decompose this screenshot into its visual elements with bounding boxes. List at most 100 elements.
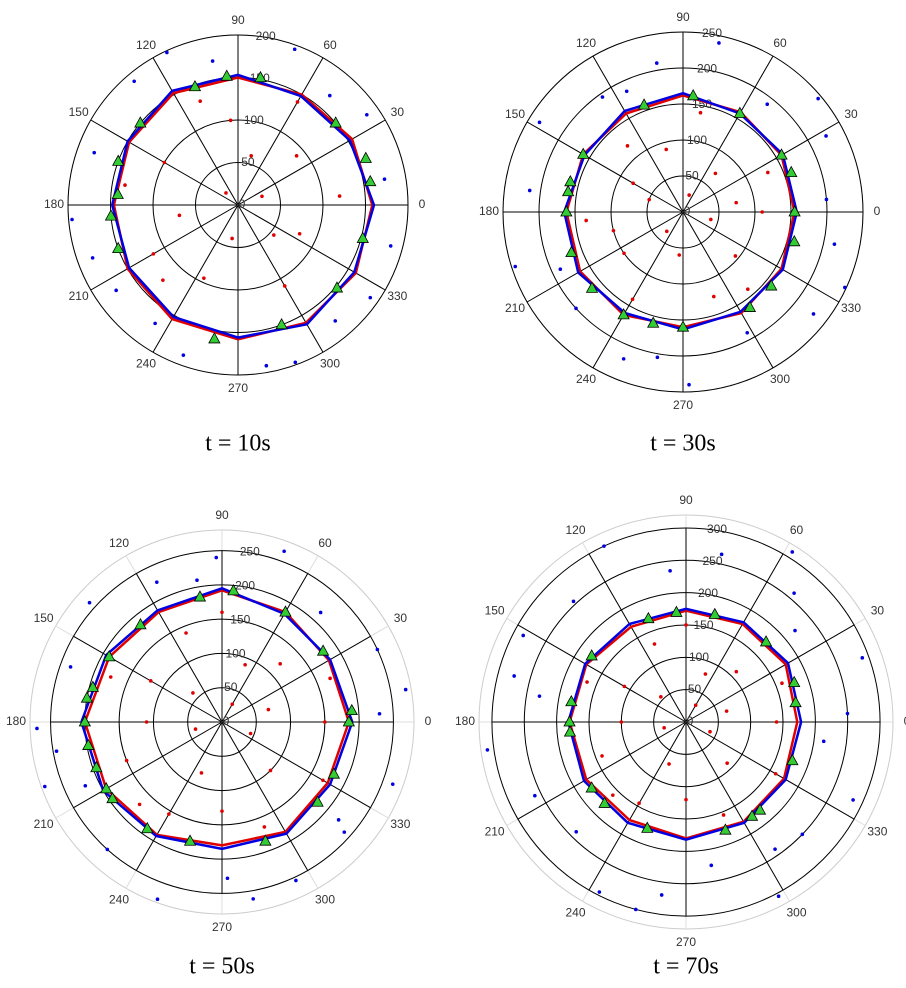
scatter-point (709, 217, 713, 222)
scatter-point (294, 878, 298, 883)
scatter-point (585, 680, 589, 684)
r-tick-label: 0 (239, 197, 246, 211)
triangle-marker (208, 332, 221, 344)
theta-tick-label: 60 (773, 36, 787, 50)
scatter-point (527, 188, 532, 193)
scatter-point (724, 709, 729, 713)
triangle-marker (585, 781, 598, 793)
caption: t = 50s (189, 954, 255, 980)
scatter-point (83, 783, 88, 788)
triangle-marker (670, 605, 683, 617)
theta-tick-label: 210 (485, 825, 505, 839)
theta-tick-label: 240 (565, 906, 585, 920)
scatter-point (774, 720, 779, 724)
scatter-point (625, 144, 630, 148)
triangle-marker (259, 834, 272, 846)
scatter-point (693, 703, 698, 707)
scatter-point (733, 254, 738, 258)
scatter-point (521, 633, 526, 638)
scatter-point (790, 550, 795, 554)
r-tick-label: 150 (230, 612, 250, 626)
scatter-point (293, 360, 298, 365)
scatter-point (266, 707, 271, 712)
scatter-point (821, 739, 826, 744)
r-grid-circle (152, 652, 292, 792)
scatter-point (181, 353, 186, 357)
theta-tick-label: 60 (318, 536, 332, 550)
scatter-point (184, 631, 188, 635)
scatter-point (624, 89, 629, 94)
scatter-point (202, 276, 206, 280)
scatter-point (780, 681, 784, 686)
scatter-point (571, 599, 576, 604)
scatter-point (282, 284, 287, 288)
scatter-point (268, 768, 273, 773)
triangle-marker (785, 165, 798, 177)
r-grid-circle (523, 559, 849, 885)
triangle-marker (227, 584, 240, 596)
triangle-marker (563, 715, 576, 727)
scatter-point (68, 665, 73, 669)
scatter-point (195, 578, 199, 582)
theta-tick-label: 270 (676, 935, 696, 949)
triangle-marker (788, 675, 801, 688)
r-tick-label: 250 (702, 554, 722, 568)
scatter-point (328, 676, 332, 681)
scatter-point (199, 771, 204, 775)
r-grid-circle (653, 689, 719, 755)
theta-tick-label: 330 (390, 817, 410, 831)
scatter-point (90, 256, 95, 260)
scatter-point (574, 829, 579, 834)
theta-tick-label: 210 (505, 301, 525, 315)
triangle-marker (134, 116, 147, 128)
r-tick-label: 0 (684, 204, 691, 218)
theta-tick-label: 270 (673, 398, 693, 412)
scatter-point (622, 684, 627, 689)
scatter-point (654, 61, 659, 65)
scatter-point (662, 726, 666, 730)
triangle-marker (563, 725, 577, 737)
theta-tick-label: 330 (387, 289, 407, 303)
scatter-point (191, 691, 195, 695)
theta-grid-line (682, 211, 840, 303)
scatter-point (165, 50, 169, 55)
scatter-point (243, 662, 247, 667)
scatter-point (652, 642, 657, 646)
scatter-point (832, 242, 837, 246)
triangle-marker (789, 695, 802, 708)
theta-tick-label: 120 (136, 38, 156, 52)
scatter-point (811, 312, 816, 316)
scatter-point (630, 297, 635, 302)
theta-tick-label: 90 (231, 13, 245, 27)
scatter-point (687, 382, 691, 387)
scatter-point (124, 758, 129, 763)
scatter-point (721, 813, 726, 817)
triangle-marker (311, 795, 324, 807)
triangle-marker (775, 148, 788, 160)
triangle-marker (104, 209, 118, 221)
theta-grid-line (135, 573, 223, 723)
r-tick-label: 200 (235, 578, 255, 592)
theta-tick-label: 0 (904, 714, 906, 728)
triangle-marker (765, 279, 778, 291)
scatter-point (342, 830, 347, 834)
scatter-point (824, 134, 828, 138)
scatter-point (382, 177, 387, 181)
scatter-point (659, 695, 663, 699)
scatter-point (647, 197, 651, 202)
theta-tick-label: 300 (770, 372, 790, 386)
r-tick-label: 100 (244, 113, 264, 127)
scatter-point (167, 812, 171, 816)
scatter-point (558, 267, 563, 272)
theta-grid-line (526, 211, 684, 303)
triangle-marker (330, 281, 344, 293)
scatter-point (249, 153, 253, 158)
scatter-point (403, 687, 408, 692)
scatter-point (108, 675, 113, 679)
scatter-point (148, 679, 153, 683)
triangle-marker (577, 147, 590, 159)
boundary-curve (110, 73, 376, 339)
theta-tick-label: 180 (44, 197, 64, 211)
scatter-point (278, 662, 282, 666)
caption: t = 30s (650, 431, 716, 457)
